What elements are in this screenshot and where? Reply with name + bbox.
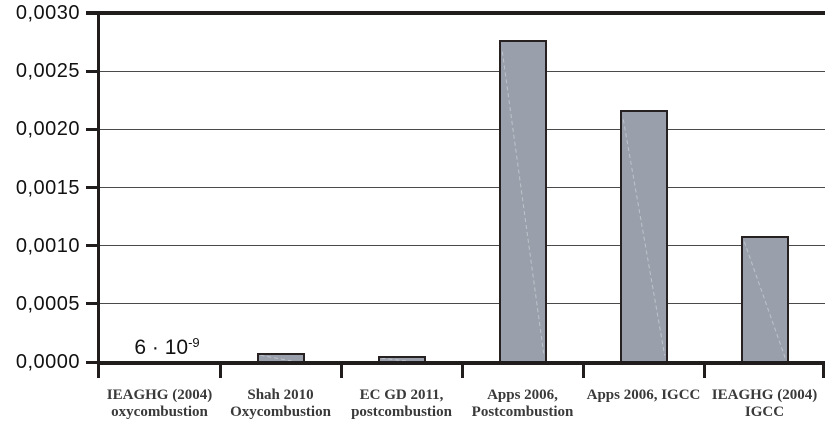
y-axis-label: 0,0015	[15, 176, 80, 199]
x-axis-tick	[339, 361, 343, 378]
category-label: Apps 2006, IGCC	[569, 387, 719, 404]
category-label-line: EC GD 2011,	[359, 387, 444, 403]
gridline	[99, 128, 825, 130]
y-axis-tick	[86, 127, 99, 131]
first-bar-value-annotation: 6 · 10-9	[134, 335, 200, 359]
y-axis-tick	[86, 186, 99, 189]
gridline	[99, 70, 825, 72]
bar	[498, 40, 547, 365]
annotation-base-text: 6 · 10	[134, 336, 189, 359]
x-axis-tick	[581, 361, 585, 378]
category-label-line: IGCC	[744, 404, 785, 420]
x-axis-tick	[822, 361, 825, 378]
category-label-line: Oxycombustion	[230, 404, 331, 420]
gridline	[99, 245, 825, 247]
bar-diagonal-line	[622, 112, 666, 363]
category-label-line: IEAGHG (2004)	[106, 387, 213, 403]
gridline	[99, 303, 825, 305]
category-label: Apps 2006, Postcombustion	[448, 387, 598, 421]
x-axis-tick	[218, 361, 222, 378]
bar	[740, 236, 789, 365]
y-axis-label: 0,0030	[15, 2, 80, 24]
y-axis-label: 0,0010	[15, 234, 80, 257]
category-label-line: Postcombustion	[471, 404, 574, 420]
category-label-line: Shah 2010	[247, 387, 314, 403]
y-axis-tick	[86, 360, 99, 364]
category-label: IEAGHG (2004) IGCC	[690, 387, 830, 421]
category-label-line: oxycombustion	[111, 404, 208, 420]
y-axis-tick	[86, 244, 99, 248]
x-axis-tick	[702, 361, 706, 378]
annotation-exponent-text: -9	[188, 335, 200, 350]
y-axis-label: 0,0000	[15, 351, 80, 373]
y-axis-label: 0,0025	[15, 60, 80, 83]
category-label: IEAGHG (2004) oxycombustion	[85, 387, 235, 421]
bar-diagonal-line	[501, 42, 545, 363]
bar-diagonal-line	[743, 238, 787, 363]
y-axis-label: 0,0020	[15, 118, 80, 141]
category-label: Shah 2010 Oxycombustion	[206, 387, 356, 421]
category-label-line: Apps 2006, IGCC	[586, 387, 701, 403]
y-axis-label: 0,0005	[15, 292, 80, 315]
gridline	[99, 187, 825, 188]
x-axis-tick	[460, 361, 464, 378]
category-label-line: Apps 2006,	[487, 387, 558, 403]
category-label-line: postcombustion	[351, 404, 452, 420]
y-axis-tick	[86, 302, 99, 306]
y-axis-line	[97, 11, 100, 378]
plot-top-border	[86, 11, 825, 15]
y-axis-tick	[86, 69, 99, 73]
category-label: EC GD 2011, postcombustion	[327, 387, 477, 421]
category-label-line: IEAGHG (2004)	[711, 387, 818, 403]
y-axis-tick	[86, 11, 99, 15]
bar	[619, 110, 668, 365]
